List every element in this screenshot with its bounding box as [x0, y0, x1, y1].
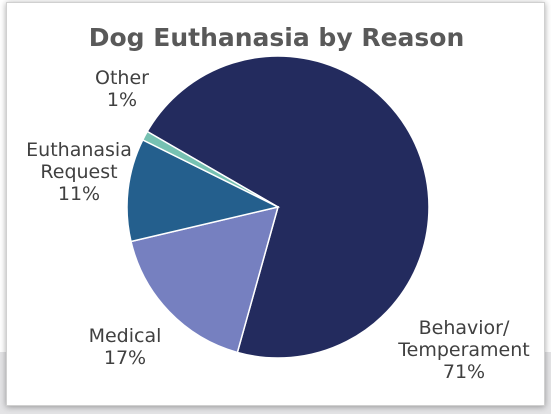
chart-title: Dog Euthanasia by Reason: [88, 23, 465, 52]
data-label-behavior-temperament: Behavior/ Temperament 71%: [398, 317, 530, 383]
pie-slice-euthanasia-request: [126, 138, 281, 243]
chart-card: Dog Euthanasia by Reason Other 1% Euthan…: [6, 2, 545, 406]
pie-chart: [126, 55, 430, 359]
pie-slice-medical: [130, 205, 280, 354]
data-label-medical: Medical 17%: [88, 325, 162, 369]
data-label-other: Other 1%: [95, 67, 149, 111]
pie-slice-other: [141, 130, 279, 208]
data-label-euthanasia-request: Euthanasia Request 11%: [26, 139, 132, 205]
pie-slice-behavior-temperament: [146, 55, 430, 359]
